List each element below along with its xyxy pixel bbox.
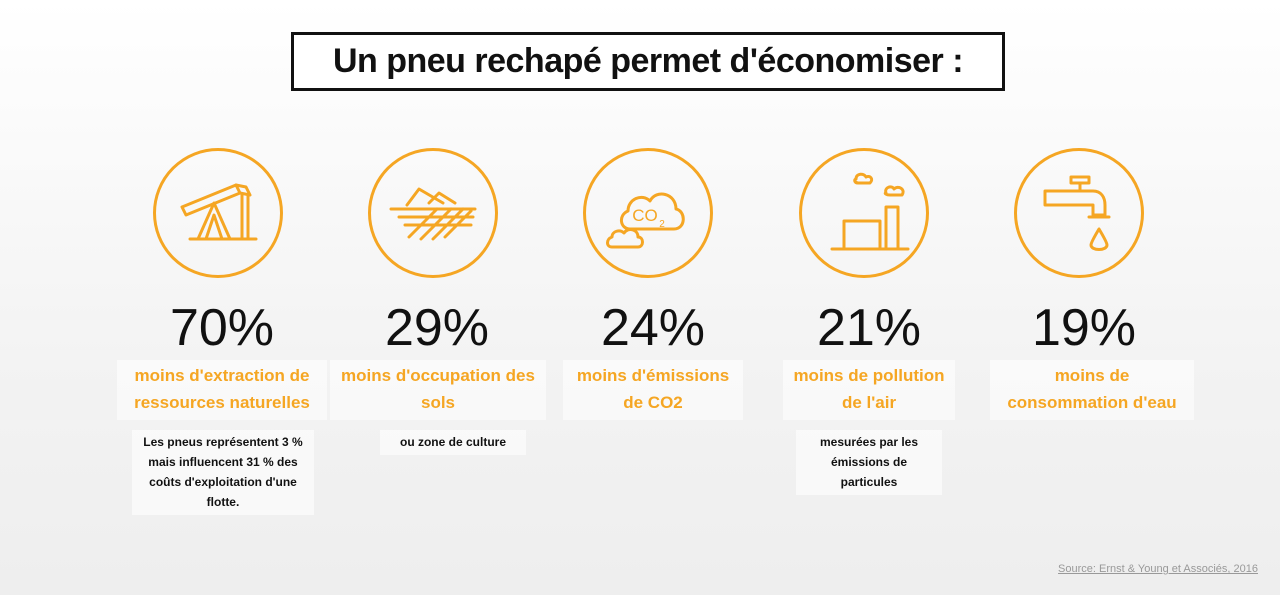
factory-icon <box>799 148 929 278</box>
title-box: Un pneu rechapé permet d'économiser : <box>291 32 1005 91</box>
stat-value: 24% <box>600 299 706 357</box>
description-line-2: consommation d'eau <box>1007 393 1177 412</box>
stat-value: 19% <box>1031 299 1137 357</box>
description-line-1: moins d'extraction de <box>134 366 310 385</box>
stat-value: 70% <box>169 299 275 357</box>
source-link[interactable]: Source: Ernst & Young et Associés, 2016 <box>1058 563 1258 575</box>
description-line-1: moins d'émissions <box>576 366 730 385</box>
oil-pump-icon <box>153 148 283 278</box>
co2-label: CO <box>632 206 658 225</box>
stat-note: Les pneus représentent 3 % mais influenc… <box>132 430 314 515</box>
stat-note: mesurées par les émissions de particules <box>796 430 942 495</box>
farmland-icon <box>368 148 498 278</box>
stat-description: moins de pollution de l'air <box>783 360 955 420</box>
stat-description: moins d'émissions de CO2 <box>563 360 743 420</box>
stat-value: 21% <box>816 299 922 357</box>
note-line-1: ou zone de culture <box>399 435 506 449</box>
description-line-2: ressources naturelles <box>134 393 310 412</box>
water-tap-icon <box>1014 148 1144 278</box>
stat-description: moins d'extraction de ressources naturel… <box>117 360 327 420</box>
page-title: Un pneu rechapé permet d'économiser : <box>332 42 964 80</box>
co2-subscript: 2 <box>659 219 665 230</box>
stat-description: moins de consommation d'eau <box>990 360 1194 420</box>
description-line-2: de l'air <box>841 393 897 412</box>
note-line-4: flotte. <box>206 495 240 509</box>
stat-note: ou zone de culture <box>380 430 526 455</box>
description-line-1: moins de <box>1054 366 1130 385</box>
note-line-3: coûts d'exploitation d'une <box>149 475 297 489</box>
note-line-1: mesurées par les <box>819 435 919 449</box>
stat-value: 29% <box>384 299 490 357</box>
description-line-2: sols <box>420 393 456 412</box>
note-line-3: particules <box>840 475 898 489</box>
co2-cloud-icon: CO 2 <box>583 148 713 278</box>
description-line-1: moins de pollution <box>793 366 945 385</box>
description-line-1: moins d'occupation des <box>341 366 535 385</box>
note-line-2: mais influencent 31 % des <box>148 455 298 469</box>
note-line-1: Les pneus représentent 3 % <box>143 435 303 449</box>
description-line-2: de CO2 <box>623 393 683 412</box>
stat-description: moins d'occupation des sols <box>330 360 546 420</box>
note-line-2: émissions de <box>830 455 908 469</box>
